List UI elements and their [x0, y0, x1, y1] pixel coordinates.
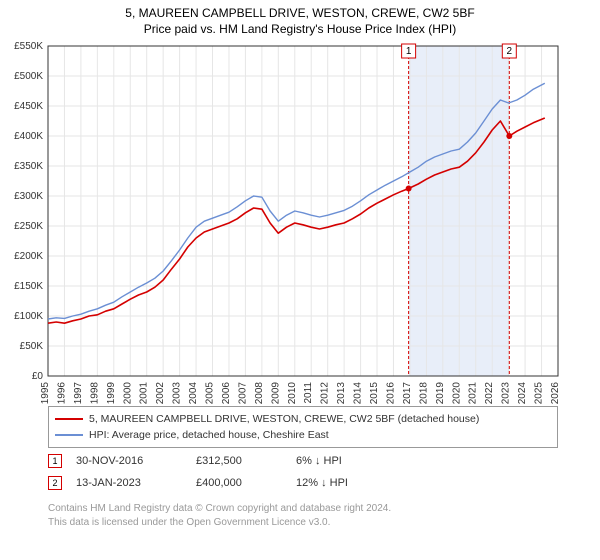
- svg-text:2014: 2014: [353, 382, 364, 405]
- sale-delta-1: 6% ↓ HPI: [296, 455, 416, 467]
- svg-text:1997: 1997: [73, 382, 84, 405]
- sale-marker-1: 1: [48, 454, 62, 468]
- svg-text:2015: 2015: [369, 382, 380, 405]
- title-block: 5, MAUREEN CAMPBELL DRIVE, WESTON, CREWE…: [0, 0, 600, 36]
- svg-text:£200K: £200K: [14, 251, 43, 262]
- svg-text:2005: 2005: [205, 382, 216, 405]
- svg-text:£300K: £300K: [14, 191, 43, 202]
- legend-box: 5, MAUREEN CAMPBELL DRIVE, WESTON, CREWE…: [48, 406, 558, 448]
- svg-text:2008: 2008: [254, 382, 265, 405]
- svg-text:2023: 2023: [501, 382, 512, 405]
- svg-text:2002: 2002: [155, 382, 166, 405]
- sale-delta-2: 12% ↓ HPI: [296, 477, 416, 489]
- svg-text:2019: 2019: [435, 382, 446, 405]
- sale-marker-2: 2: [48, 476, 62, 490]
- svg-text:2026: 2026: [550, 382, 561, 405]
- legend-swatch-1: [55, 418, 83, 420]
- svg-text:2: 2: [507, 46, 513, 57]
- svg-text:1999: 1999: [106, 382, 117, 405]
- footer: Contains HM Land Registry data © Crown c…: [48, 502, 558, 529]
- svg-text:£400K: £400K: [14, 131, 43, 142]
- svg-text:2006: 2006: [221, 382, 232, 405]
- footer-line-2: This data is licensed under the Open Gov…: [48, 516, 558, 530]
- svg-text:1: 1: [406, 46, 412, 57]
- title-line-1: 5, MAUREEN CAMPBELL DRIVE, WESTON, CREWE…: [0, 6, 600, 20]
- svg-text:1998: 1998: [89, 382, 100, 405]
- svg-text:2003: 2003: [172, 382, 183, 405]
- sales-block: 1 30-NOV-2016 £312,500 6% ↓ HPI 2 13-JAN…: [48, 450, 558, 494]
- svg-text:2013: 2013: [336, 382, 347, 405]
- svg-text:2017: 2017: [402, 382, 413, 405]
- svg-text:2012: 2012: [320, 382, 331, 405]
- sale-row-1: 1 30-NOV-2016 £312,500 6% ↓ HPI: [48, 450, 558, 472]
- svg-text:£450K: £450K: [14, 101, 43, 112]
- chart-area: £0 £50K £100K £150K £200K £250K £300K £350K £400…: [0, 40, 600, 400]
- title-line-2: Price paid vs. HM Land Registry's House …: [0, 22, 600, 36]
- svg-text:1995: 1995: [40, 382, 51, 405]
- svg-text:2011: 2011: [303, 382, 314, 404]
- chart-container: 5, MAUREEN CAMPBELL DRIVE, WESTON, CREWE…: [0, 0, 600, 560]
- svg-text:£0: £0: [32, 371, 44, 382]
- legend-label-2: HPI: Average price, detached house, Ches…: [89, 429, 329, 441]
- sale-price-2: £400,000: [196, 477, 296, 489]
- svg-text:2021: 2021: [468, 382, 479, 405]
- svg-text:2020: 2020: [451, 382, 462, 405]
- svg-text:£550K: £550K: [14, 41, 43, 52]
- chart-svg: £0 £50K £100K £150K £200K £250K £300K £350K £400…: [0, 40, 600, 440]
- svg-text:2010: 2010: [287, 382, 298, 405]
- svg-text:£100K: £100K: [14, 311, 43, 322]
- svg-text:2004: 2004: [188, 382, 199, 405]
- sale-date-1: 30-NOV-2016: [76, 455, 196, 467]
- svg-text:2016: 2016: [385, 382, 396, 405]
- svg-text:2001: 2001: [139, 382, 150, 405]
- svg-text:2000: 2000: [122, 382, 133, 405]
- legend-label-1: 5, MAUREEN CAMPBELL DRIVE, WESTON, CREWE…: [89, 413, 479, 425]
- svg-text:£150K: £150K: [14, 281, 43, 292]
- svg-text:2009: 2009: [270, 382, 281, 405]
- svg-text:£250K: £250K: [14, 221, 43, 232]
- legend-row-2: HPI: Average price, detached house, Ches…: [55, 427, 551, 443]
- sale-date-2: 13-JAN-2023: [76, 477, 196, 489]
- svg-text:£350K: £350K: [14, 161, 43, 172]
- sale-row-2: 2 13-JAN-2023 £400,000 12% ↓ HPI: [48, 472, 558, 494]
- legend-swatch-2: [55, 434, 83, 436]
- svg-text:£50K: £50K: [20, 341, 44, 352]
- svg-text:2024: 2024: [517, 382, 528, 405]
- legend-row-1: 5, MAUREEN CAMPBELL DRIVE, WESTON, CREWE…: [55, 411, 551, 427]
- svg-text:£500K: £500K: [14, 71, 43, 82]
- svg-text:2018: 2018: [418, 382, 429, 405]
- svg-text:2025: 2025: [534, 382, 545, 405]
- sale-price-1: £312,500: [196, 455, 296, 467]
- footer-line-1: Contains HM Land Registry data © Crown c…: [48, 502, 558, 516]
- svg-text:1996: 1996: [56, 382, 67, 405]
- svg-text:2007: 2007: [237, 382, 248, 405]
- svg-text:2022: 2022: [484, 382, 495, 405]
